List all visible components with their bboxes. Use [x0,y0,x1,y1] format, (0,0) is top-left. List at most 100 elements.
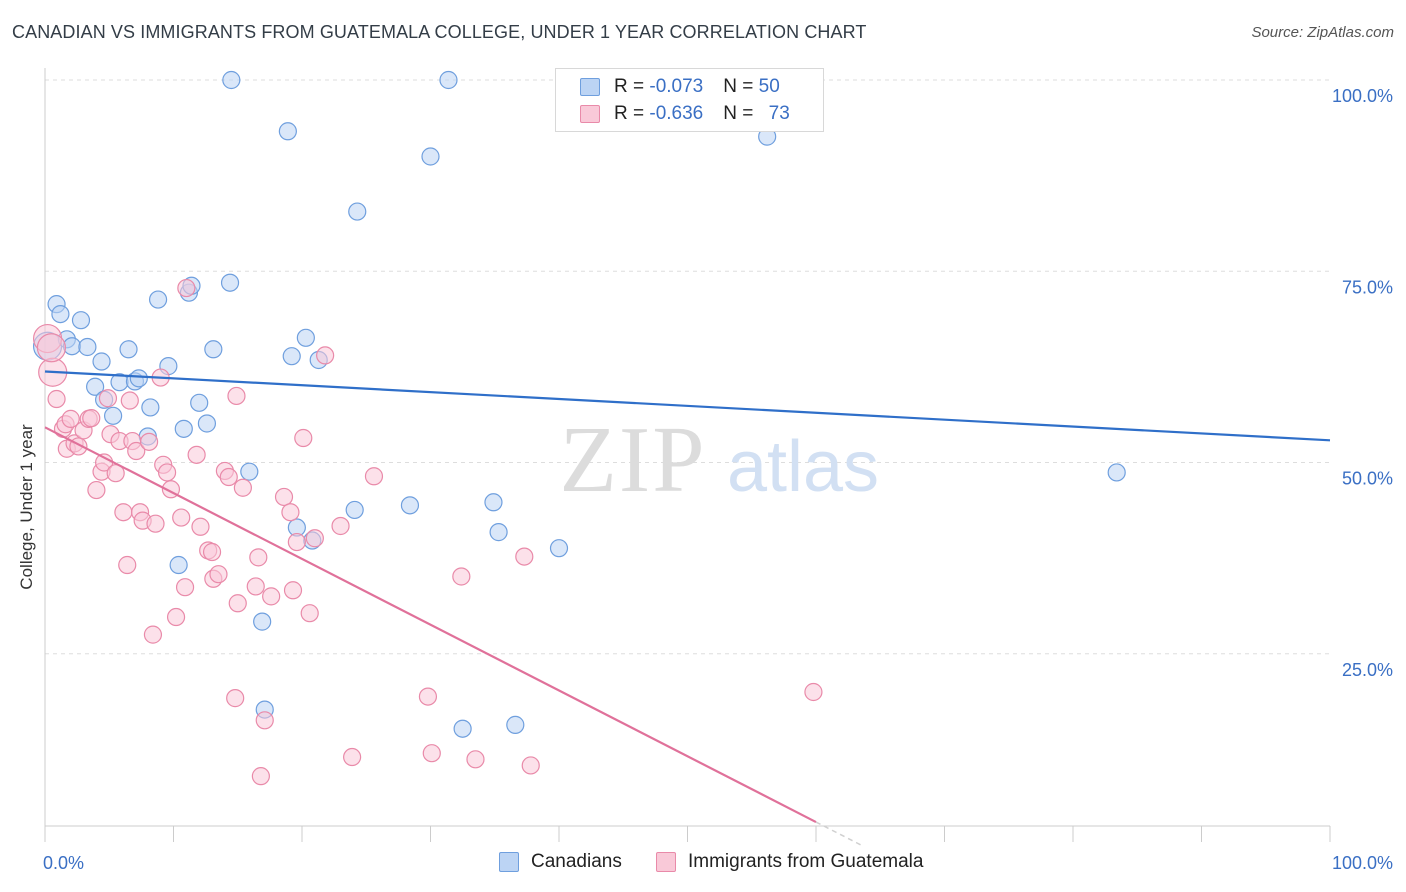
guatemala-point [287,532,306,552]
guatemala-point [226,689,245,708]
canadian-point [489,523,508,542]
guatemala-point [191,517,210,536]
guatemala-point [227,386,246,406]
guatemala-trend-line [44,426,817,824]
canadian-point [282,347,301,366]
canadian-point [421,147,440,166]
canadian-point [453,719,472,738]
canadian-point [345,500,364,520]
guatemala-point [804,682,823,702]
canadian-point [190,393,209,412]
guatemala-point [281,503,300,522]
guatemala-point [172,508,191,527]
canadian-point [78,337,97,357]
guatemala-points [32,278,823,786]
legend-swatch-canadians [580,78,600,96]
y-tick-label: 25.0% [1342,660,1393,680]
guatemala-point [331,516,350,536]
guatemala-point [202,542,222,562]
legend-r-value-guatemala: -0.636 [649,103,704,124]
canadian-point [506,715,525,734]
guatemala-point [274,487,294,507]
guatemala-point [283,581,303,600]
guatemala-point [98,389,118,408]
series-legend-label-canadians: Canadians [531,851,622,872]
legend-n-value-guatemala: 73 [768,103,790,124]
canadian-point [400,496,420,515]
legend-r-value-canadians: -0.073 [649,76,704,97]
canadian-point [348,202,367,221]
canadian-point [129,369,148,388]
canadian-point [278,122,297,141]
guatemala-point [515,547,534,566]
guatemala-point [233,478,252,497]
canadian-point [86,377,105,396]
legend-r-label: R = [614,76,650,97]
guatemala-point [466,750,485,769]
guatemala-point [127,441,146,461]
canadian-point [169,555,188,575]
guatemala-point [82,409,101,428]
guatemala-point [364,467,384,486]
watermark-atlas: atlas [727,427,879,507]
guatemala-point [228,594,247,613]
y-axis-label-wrap: College, Under 1 year [14,380,40,640]
series-legend: Canadians Immigrants from Guatemala [0,851,1406,877]
series-legend-swatch-canadians [499,852,519,872]
canadian-point [1107,463,1126,482]
guatemala-point [47,389,66,409]
chart-source: Source: ZipAtlas.com [1251,24,1394,41]
axes [44,68,1331,842]
guatemala-trend-extension [815,821,862,846]
series-legend-guatemala: Immigrants from Guatemala [656,851,923,873]
guatemala-point [187,445,206,464]
guatemala-point [118,555,137,575]
canadian-point [439,70,458,90]
guatemala-point [343,747,362,767]
canadian-point [240,462,259,481]
stats-legend: R = -0.073 N = 50 R = -0.636 N = 73 [555,68,824,132]
canadian-point [296,328,315,347]
guatemala-point [300,604,319,623]
guatemala-point [294,428,313,448]
canadian-point [71,311,91,330]
guatemala-point [177,278,196,298]
guatemala-point [255,711,274,730]
guatemala-point [146,514,165,533]
canadian-point [141,398,160,417]
legend-r-label: R = [614,103,650,124]
guatemala-point [139,432,159,451]
x-tick-label: 0.0% [43,853,84,873]
tick-labels: 100.0% 75.0% 50.0% 25.0% 0.0% 100.0% [43,86,1393,873]
guatemala-point [166,607,186,627]
y-tick-label: 75.0% [1342,277,1393,297]
y-tick-label: 100.0% [1332,86,1393,106]
guatemala-point [251,767,270,786]
grid-lines [45,79,1330,655]
y-axis-label: College, Under 1 year [17,424,36,590]
canadian-point [204,340,223,359]
watermark-zip: ZIP [560,408,707,512]
watermark: ZIP atlas [560,408,880,512]
series-legend-swatch-guatemala [656,852,676,872]
canadian-point [549,539,569,558]
legend-n-label: N = [723,103,759,124]
guatemala-point [246,577,265,596]
legend-n-value-canadians: 50 [758,76,780,97]
canadian-point [220,273,240,292]
guatemala-point [219,467,238,487]
guatemala-point [120,391,139,410]
guatemala-point [422,744,441,763]
canadian-point [92,352,111,371]
guatemala-point [36,333,67,363]
canadian-point [174,419,193,438]
guatemala-point [114,503,133,522]
legend-swatch-guatemala [580,105,600,123]
canadian-point [197,414,217,433]
canadian-point [51,304,70,324]
guatemala-point [316,346,335,365]
legend-n-label: N = [723,76,759,97]
guatemala-point [452,567,471,586]
canadian-point [119,340,138,359]
